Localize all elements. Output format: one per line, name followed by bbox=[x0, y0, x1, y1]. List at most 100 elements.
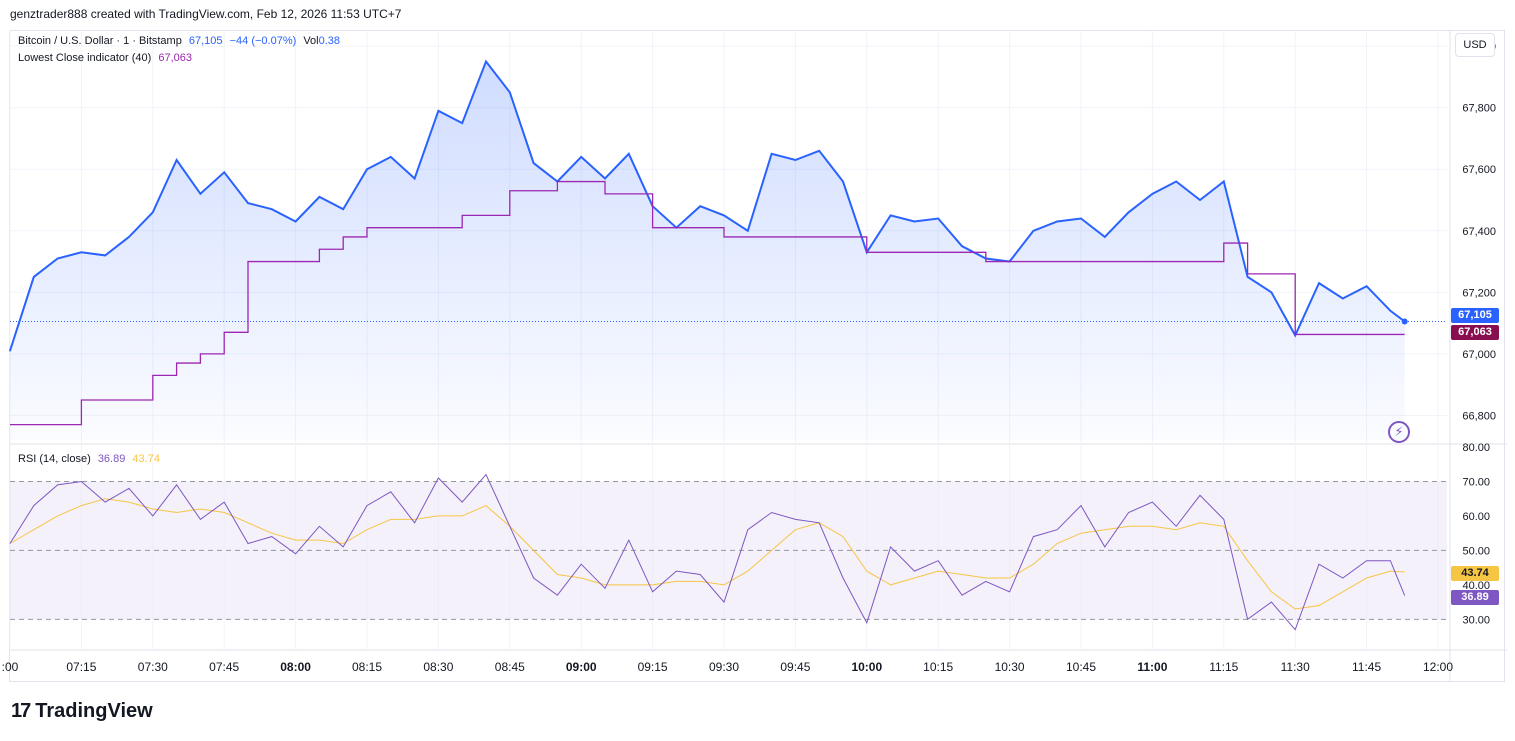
time-tick-label: :00 bbox=[2, 660, 19, 674]
price-point bbox=[33, 276, 35, 278]
chart-credit: genztrader888 created with TradingView.c… bbox=[10, 7, 402, 21]
time-tick-label: 09:00 bbox=[566, 660, 597, 674]
lightning-icon[interactable]: ⚡ bbox=[1388, 421, 1410, 443]
currency-button[interactable]: USD bbox=[1455, 33, 1495, 57]
price-point bbox=[628, 153, 630, 155]
time-tick-label: 07:30 bbox=[138, 660, 168, 674]
price-point bbox=[9, 349, 11, 352]
rsi-ma-badge: 43.74 bbox=[1451, 566, 1499, 581]
legend-rsi-ma-value: 43.74 bbox=[132, 453, 160, 465]
price-point bbox=[1318, 282, 1320, 284]
price-point bbox=[1104, 236, 1106, 238]
legend-lowest-close[interactable]: Lowest Close indicator (40) 67,063 bbox=[18, 52, 196, 64]
time-tick-label: 11:45 bbox=[1352, 660, 1381, 674]
price-point bbox=[1199, 199, 1201, 201]
price-tick-label: 67,000 bbox=[1462, 349, 1496, 361]
time-tick-label: 10:30 bbox=[995, 660, 1025, 674]
price-point bbox=[1151, 193, 1154, 195]
price-point bbox=[1365, 285, 1368, 287]
time-tick-label: 07:15 bbox=[66, 660, 96, 674]
legend-rsi-label: RSI (14, close) bbox=[18, 453, 91, 465]
price-point bbox=[223, 171, 225, 174]
lowest-close-badge: 67,063 bbox=[1451, 325, 1499, 340]
price-point bbox=[247, 202, 249, 204]
price-point bbox=[532, 162, 535, 164]
price-point bbox=[1270, 291, 1273, 294]
price-point bbox=[1175, 180, 1177, 183]
price-point bbox=[390, 156, 392, 158]
price-point bbox=[461, 122, 464, 124]
rsi-tick-label: 40.00 bbox=[1462, 580, 1490, 592]
price-tick-label: 67,400 bbox=[1462, 226, 1496, 238]
rsi-tick-label: 50.00 bbox=[1462, 545, 1490, 557]
legend-symbol: Bitcoin / U.S. Dollar · 1 · Bitstamp bbox=[18, 35, 182, 47]
price-tick-label: 67,800 bbox=[1462, 103, 1496, 115]
price-point bbox=[1342, 297, 1344, 300]
time-tick-label: 08:15 bbox=[352, 660, 382, 674]
price-point bbox=[199, 193, 202, 195]
legend-rsi-value: 36.89 bbox=[97, 453, 126, 465]
price-point bbox=[1389, 309, 1392, 312]
rsi-band bbox=[10, 480, 1447, 620]
price-point bbox=[294, 220, 297, 223]
time-tick-label: 11:00 bbox=[1137, 660, 1167, 674]
last-price-dot bbox=[1401, 318, 1408, 325]
price-point bbox=[747, 229, 749, 232]
price-point bbox=[128, 236, 130, 238]
price-point bbox=[699, 205, 701, 207]
time-tick-label: 09:30 bbox=[709, 660, 739, 674]
price-point bbox=[1056, 220, 1058, 223]
price-point bbox=[961, 245, 963, 247]
rsi-tick-label: 70.00 bbox=[1462, 476, 1490, 488]
price-point bbox=[485, 60, 487, 63]
time-tick-label: 07:45 bbox=[209, 660, 239, 674]
price-point bbox=[152, 211, 154, 214]
time-tick-label: 09:45 bbox=[780, 660, 810, 674]
rsi-tick-label: 80.00 bbox=[1462, 442, 1490, 454]
price-point bbox=[1080, 217, 1082, 220]
rsi-tick-label: 60.00 bbox=[1462, 511, 1490, 523]
legend-rsi[interactable]: RSI (14, close) 36.89 43.74 bbox=[18, 453, 164, 465]
time-tick-label: 08:00 bbox=[280, 660, 311, 674]
price-area-fill bbox=[10, 61, 1405, 440]
price-point bbox=[413, 177, 416, 180]
price-point bbox=[842, 180, 844, 183]
price-point bbox=[580, 156, 582, 158]
time-tick-label: 10:45 bbox=[1066, 660, 1096, 674]
price-point bbox=[1127, 211, 1130, 214]
rsi-line bbox=[9, 473, 1406, 631]
price-point bbox=[104, 254, 106, 257]
legend-main[interactable]: Bitcoin / U.S. Dollar · 1 · Bitstamp 67,… bbox=[18, 35, 344, 47]
time-tick-label: 08:45 bbox=[495, 660, 525, 674]
price-point bbox=[318, 196, 321, 198]
axes: :00 07:15 07:30 07:45 08:00 08:15 08:30 08:45 09… bbox=[2, 41, 1496, 674]
lowest-close-line bbox=[10, 180, 1405, 426]
time-tick-label: 09:15 bbox=[638, 660, 668, 674]
price-point bbox=[604, 177, 606, 180]
price-point bbox=[889, 214, 892, 217]
price-tick-label: 66,800 bbox=[1462, 410, 1496, 422]
tradingview-logo[interactable]: 17 TradingView bbox=[11, 700, 153, 723]
tradingview-mark-icon: 17 bbox=[11, 700, 31, 722]
rsi-badge: 36.89 bbox=[1451, 590, 1499, 605]
time-tick-label: 10:15 bbox=[923, 660, 953, 674]
legend-lowest-value: 67,063 bbox=[158, 52, 193, 64]
price-point bbox=[80, 251, 83, 254]
price-point bbox=[1223, 180, 1225, 183]
price-point bbox=[271, 208, 273, 211]
price-tick-label: 67,600 bbox=[1462, 164, 1496, 176]
time-tick-label: 11:15 bbox=[1209, 660, 1238, 674]
price-point bbox=[913, 220, 916, 223]
price-point bbox=[437, 109, 440, 112]
price-point bbox=[342, 208, 345, 211]
last-price-badge: 67,105 bbox=[1451, 308, 1499, 323]
price-point bbox=[175, 159, 178, 161]
price-point bbox=[794, 159, 797, 161]
price-point bbox=[1246, 276, 1249, 278]
tradingview-wordmark: TradingView bbox=[35, 700, 153, 722]
rsi-tick-label: 30.00 bbox=[1462, 614, 1490, 626]
price-point bbox=[509, 91, 511, 94]
price-point bbox=[1032, 229, 1035, 232]
price-point bbox=[770, 153, 773, 155]
